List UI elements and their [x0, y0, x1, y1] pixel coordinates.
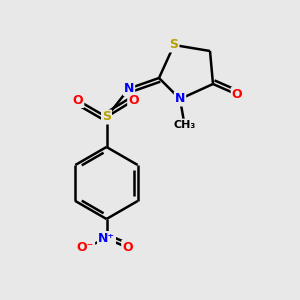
Text: O: O — [73, 94, 83, 107]
Text: S: S — [102, 110, 111, 124]
Text: S: S — [169, 38, 178, 52]
Text: O: O — [122, 241, 133, 254]
Text: CH₃: CH₃ — [173, 119, 196, 130]
Text: N: N — [175, 92, 185, 106]
Text: O⁻: O⁻ — [77, 241, 94, 254]
Text: O: O — [232, 88, 242, 101]
Text: N: N — [124, 82, 134, 95]
Text: N⁺: N⁺ — [98, 232, 115, 245]
Text: O: O — [128, 94, 139, 107]
